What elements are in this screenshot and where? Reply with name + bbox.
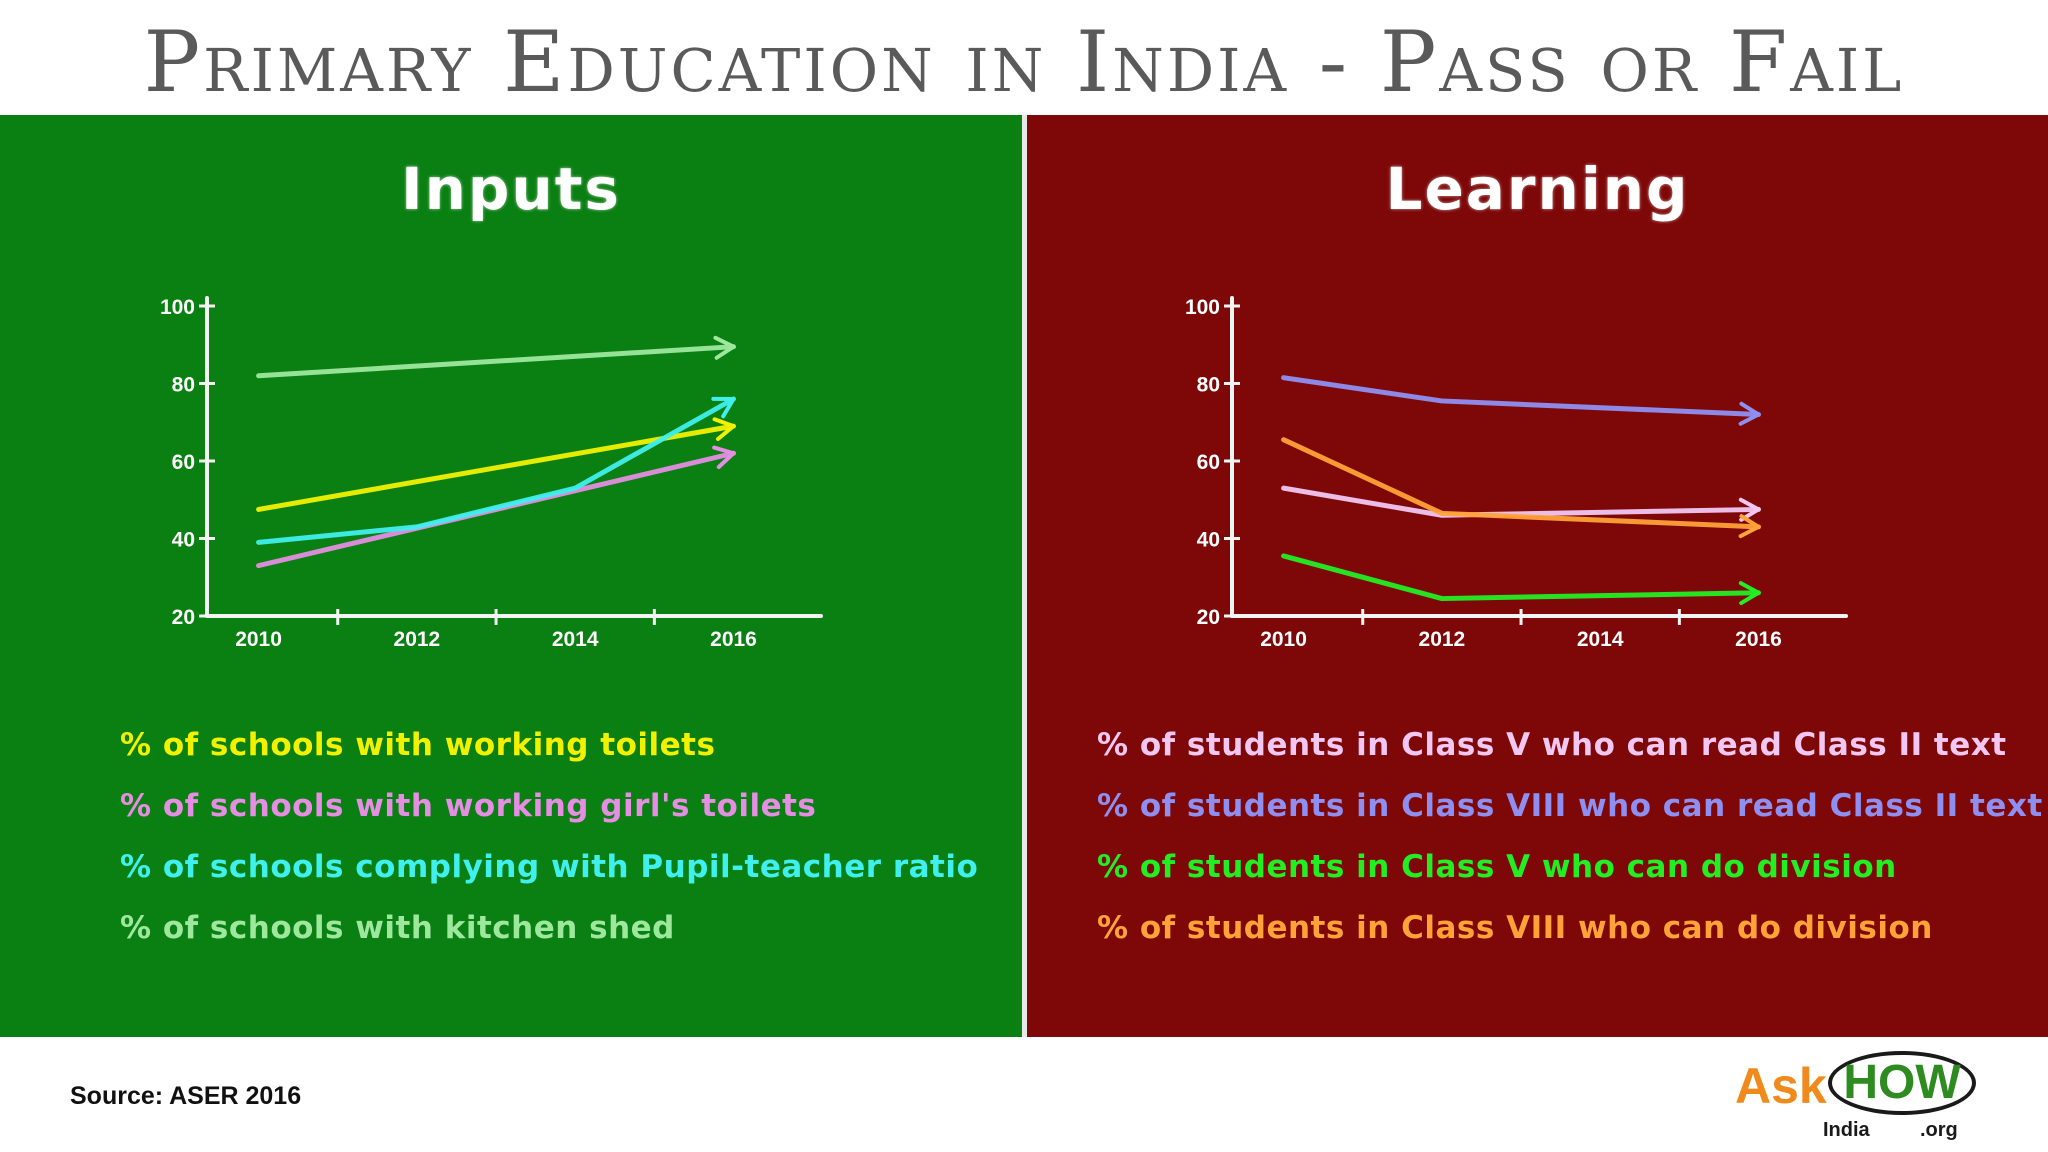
y-tick-label: 60 [172,451,195,474]
legend-item-kitchen-shed: % of schools with kitchen shed [120,910,675,946]
series-line-2 [1281,375,1762,426]
legend-item-classviii-division: % of students in Class VIII who can do d… [1097,910,1933,946]
x-tick-label: 2016 [710,628,757,651]
learning-legend: % of students in Class V who can read Cl… [1097,715,2043,959]
legend-item-pupil-teacher-ratio: % of schools complying with Pupil-teache… [120,849,979,885]
logo-org-text: .org [1920,1119,1958,1141]
y-tick-label: 40 [1197,529,1220,552]
learning-chart: 20 40 60 80 100 2010 2012 2014 2016 [1185,296,1848,651]
inputs-chart: 20 40 60 80 100 2010 2012 2014 2016 [160,296,823,651]
x-tick-label: 2010 [1260,628,1307,651]
legend-item-working-toilets: % of schools with working toilets [120,727,716,763]
logo-how-text: HOW [1843,1056,1961,1109]
page-title: Primary Education in India - Pass or Fai… [143,13,1905,111]
x-tick-label: 2012 [394,628,441,651]
x-tick-label: 2014 [552,628,599,651]
series-line-3 [256,396,737,545]
series-line-4 [256,335,737,379]
y-tick-label: 80 [1197,374,1220,397]
y-tick-label: 100 [1185,296,1220,319]
logo-india-text: India [1823,1119,1870,1141]
source-note: Source: ASER 2016 [70,1082,302,1110]
x-tick-label: 2016 [1735,628,1782,651]
y-tick-label: 20 [172,606,195,629]
series-line-1 [1281,485,1762,522]
series-line-3 [1281,553,1762,606]
series-line-4 [1281,437,1762,539]
logo-ask-text: Ask [1735,1058,1827,1114]
panel-divider [1022,115,1027,1037]
y-tick-label: 20 [1197,606,1220,629]
y-tick-label: 40 [172,529,195,552]
askhow-logo[interactable]: Ask HOW India .org [1735,1045,1980,1145]
speech-bubble-icon [1828,1051,1976,1115]
x-tick-label: 2010 [235,628,282,651]
inputs-heading: Inputs [401,155,621,223]
x-tick-label: 2014 [1577,628,1624,651]
inputs-legend: % of schools with working toilets % of s… [120,715,978,959]
learning-heading: Learning [1385,155,1690,223]
y-tick-label: 100 [160,296,195,319]
inputs-panel: Inputs 20 40 60 80 100 2010 2012 2014 2016 % of … [0,115,1022,1037]
x-tick-label: 2012 [1419,628,1466,651]
learning-panel: Learning 20 40 60 80 100 2010 2012 2014 2016 % o… [1027,115,2048,1037]
legend-item-classv-division: % of students in Class V who can do divi… [1097,849,1897,885]
legend-item-classv-read: % of students in Class V who can read Cl… [1097,727,2007,763]
series-line-1 [256,417,737,512]
legend-item-girls-toilets: % of schools with working girl's toilets [120,788,817,824]
legend-item-classviii-read: % of students in Class VIII who can read… [1097,788,2043,824]
y-tick-label: 60 [1197,451,1220,474]
y-tick-label: 80 [172,374,195,397]
